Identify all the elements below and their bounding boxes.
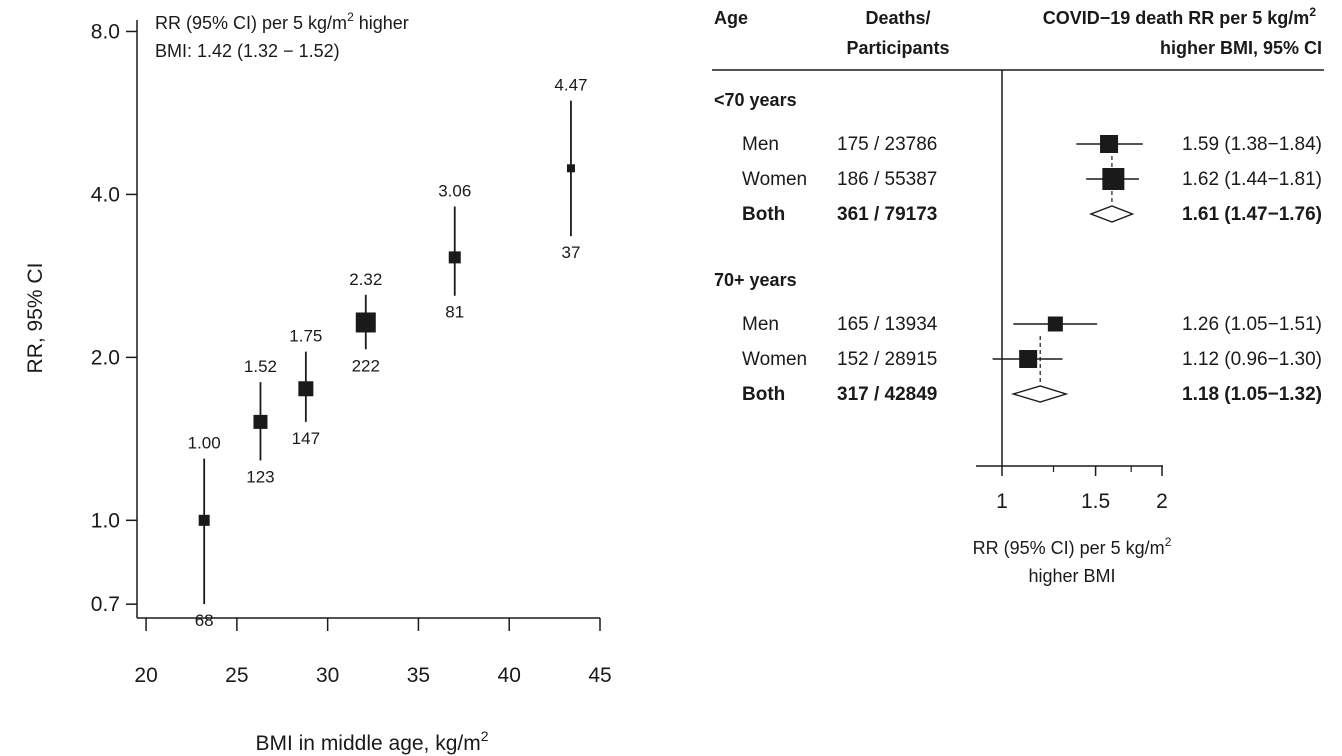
group-title: <70 years bbox=[714, 90, 797, 110]
rr-square bbox=[1100, 135, 1119, 153]
rr-value-label: 1.00 bbox=[188, 434, 221, 453]
row-label: Both bbox=[742, 204, 785, 225]
row-deaths: 361 / 79173 bbox=[837, 204, 937, 225]
rr-value-label: 2.32 bbox=[349, 270, 382, 289]
y-tick-label: 0.7 bbox=[91, 593, 120, 616]
row-deaths: 165 / 13934 bbox=[837, 314, 938, 335]
summary-annotation-line1: RR (95% CI) per 5 kg/m2 higher bbox=[155, 10, 409, 33]
x-tick-label: 25 bbox=[225, 664, 248, 687]
x-tick-label: 45 bbox=[588, 664, 611, 687]
row-deaths: 152 / 28915 bbox=[837, 349, 937, 370]
row-deaths: 186 / 55387 bbox=[837, 169, 937, 190]
row-label: Women bbox=[742, 169, 807, 190]
forest-tick-label: 2 bbox=[1156, 490, 1168, 513]
rr-square bbox=[298, 381, 314, 397]
y-tick-label: 1.0 bbox=[91, 509, 120, 532]
x-tick-label: 20 bbox=[134, 664, 157, 687]
row-rr-ci: 1.61 (1.47−1.76) bbox=[1182, 204, 1322, 225]
rr-value-label: 4.47 bbox=[554, 76, 587, 95]
rr-square bbox=[1102, 168, 1125, 190]
row-rr-ci: 1.62 (1.44−1.81) bbox=[1182, 169, 1322, 190]
forest-x-ticks: 1 1.5 2 bbox=[996, 466, 1168, 513]
rr-square bbox=[1047, 316, 1063, 332]
deaths-count-label: 81 bbox=[445, 303, 464, 322]
header-rr-line1: COVID−19 death RR per 5 kg/m2 bbox=[1043, 5, 1317, 28]
x-axis-label: BMI in middle age, kg/m2 bbox=[255, 728, 488, 755]
row-rr-ci: 1.26 (1.05−1.51) bbox=[1182, 314, 1322, 335]
y-ticks: 0.7 1.0 2.0 4.0 8.0 bbox=[91, 20, 137, 616]
row-label: Men bbox=[742, 314, 779, 335]
rr-square bbox=[198, 514, 210, 526]
y-tick-label: 8.0 bbox=[91, 20, 120, 43]
row-rr-ci: 1.18 (1.05−1.32) bbox=[1182, 384, 1322, 405]
x-tick-label: 35 bbox=[407, 664, 430, 687]
x-ticks: 20 25 30 35 40 45 bbox=[134, 618, 612, 687]
row-deaths: 175 / 23786 bbox=[837, 134, 937, 155]
row-rr-ci: 1.12 (0.96−1.30) bbox=[1182, 349, 1322, 370]
deaths-count-label: 147 bbox=[292, 429, 320, 448]
deaths-count-label: 68 bbox=[195, 611, 214, 630]
forest-tick-label: 1 bbox=[996, 490, 1008, 513]
header-age: Age bbox=[714, 8, 748, 28]
rr-value-label: 3.06 bbox=[438, 181, 471, 200]
row-rr-ci: 1.59 (1.38−1.84) bbox=[1182, 134, 1322, 155]
deaths-count-label: 37 bbox=[561, 243, 580, 262]
row-label: Men bbox=[742, 134, 779, 155]
row-deaths: 317 / 42849 bbox=[837, 384, 937, 405]
y-tick-label: 4.0 bbox=[91, 183, 120, 206]
pooled-diamond bbox=[1010, 385, 1069, 403]
row-label: Both bbox=[742, 384, 785, 405]
header-deaths-line2: Participants bbox=[846, 38, 949, 58]
rr-square bbox=[355, 312, 376, 333]
forest-rows: <70 years Men 175 / 23786 1.59 (1.38−1.84) W… bbox=[714, 90, 1322, 405]
deaths-count-label: 123 bbox=[246, 467, 274, 486]
forest-x-label-line2: higher BMI bbox=[1028, 566, 1115, 586]
x-tick-label: 30 bbox=[316, 664, 339, 687]
rr-value-label: 1.75 bbox=[289, 327, 322, 346]
rr-square bbox=[566, 164, 575, 173]
y-axis-label: RR, 95% CI bbox=[24, 263, 47, 374]
rr-square bbox=[1019, 350, 1038, 368]
pooled-diamond bbox=[1088, 205, 1135, 223]
forest-x-label-line1: RR (95% CI) per 5 kg/m2 bbox=[973, 535, 1172, 558]
bmi-scatter-panel: 0.71.02.04.08.0 20 25 30 35 40 45 RR, 95% CI … bbox=[24, 10, 612, 755]
x-tick-label: 40 bbox=[498, 664, 521, 687]
group-title: 70+ years bbox=[714, 270, 797, 290]
rr-value-label: 1.52 bbox=[244, 357, 277, 376]
row-label: Women bbox=[742, 349, 807, 370]
summary-annotation-line2: BMI: 1.42 (1.32 − 1.52) bbox=[155, 41, 340, 61]
rr-square bbox=[253, 414, 268, 429]
header-deaths-line1: Deaths/ bbox=[865, 8, 930, 28]
deaths-count-label: 222 bbox=[352, 356, 380, 375]
forest-plot-panel: Age Deaths/ Participants COVID−19 death … bbox=[712, 5, 1324, 586]
header-rr-line2: higher BMI, 95% CI bbox=[1160, 38, 1322, 58]
rr-square bbox=[448, 251, 461, 264]
data-points: 1.00 68 1.52 123 1.75 147 2.32 222 3.06 81 4.47 37 bbox=[188, 76, 588, 630]
forest-tick-label: 1.5 bbox=[1081, 490, 1110, 513]
y-tick-label: 2.0 bbox=[91, 346, 120, 369]
